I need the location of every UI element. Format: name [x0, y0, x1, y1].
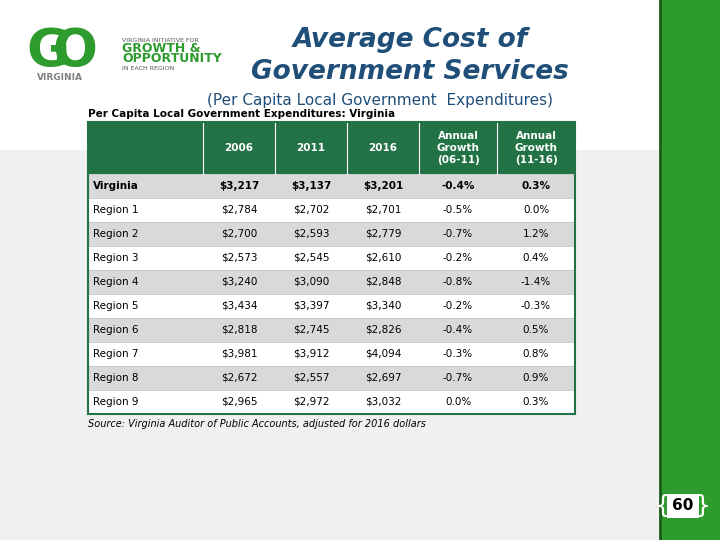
Text: Region 1: Region 1	[93, 205, 138, 215]
Text: $3,434: $3,434	[221, 301, 257, 311]
Text: }: }	[695, 494, 711, 518]
FancyBboxPatch shape	[0, 0, 660, 540]
Text: $2,972: $2,972	[293, 397, 329, 407]
Text: $2,818: $2,818	[221, 325, 257, 335]
Text: Region 6: Region 6	[93, 325, 138, 335]
Text: VIRGINIA INITIATIVE FOR: VIRGINIA INITIATIVE FOR	[122, 37, 199, 43]
Text: O: O	[53, 26, 97, 78]
Text: 60: 60	[672, 498, 693, 514]
Text: $3,912: $3,912	[293, 349, 329, 359]
Text: $2,672: $2,672	[221, 373, 257, 383]
Text: -0.7%: -0.7%	[443, 229, 473, 239]
Text: Average Cost of: Average Cost of	[292, 27, 528, 53]
Text: -0.2%: -0.2%	[443, 301, 473, 311]
FancyBboxPatch shape	[88, 122, 575, 174]
FancyBboxPatch shape	[667, 494, 699, 518]
Text: Region 7: Region 7	[93, 349, 138, 359]
FancyBboxPatch shape	[88, 198, 575, 222]
Text: $2,848: $2,848	[365, 277, 401, 287]
Text: 2011: 2011	[297, 143, 325, 153]
Text: $2,700: $2,700	[221, 229, 257, 239]
Text: $2,593: $2,593	[293, 229, 329, 239]
FancyBboxPatch shape	[88, 390, 575, 414]
Text: G: G	[27, 26, 70, 78]
FancyBboxPatch shape	[88, 270, 575, 294]
Text: Virginia: Virginia	[93, 181, 139, 191]
FancyBboxPatch shape	[88, 246, 575, 270]
Text: $2,826: $2,826	[365, 325, 401, 335]
Text: {: {	[655, 494, 671, 518]
Text: 1.2%: 1.2%	[523, 229, 549, 239]
Text: 0.5%: 0.5%	[523, 325, 549, 335]
Text: -0.7%: -0.7%	[443, 373, 473, 383]
Text: $3,981: $3,981	[221, 349, 257, 359]
Text: 2016: 2016	[369, 143, 397, 153]
Text: 0.4%: 0.4%	[523, 253, 549, 263]
Text: -0.3%: -0.3%	[521, 301, 551, 311]
Text: $2,784: $2,784	[221, 205, 257, 215]
Text: -0.3%: -0.3%	[443, 349, 473, 359]
Text: Annual
Growth
(06-11): Annual Growth (06-11)	[436, 131, 480, 165]
Text: $2,702: $2,702	[293, 205, 329, 215]
Text: $3,240: $3,240	[221, 277, 257, 287]
Text: -1.4%: -1.4%	[521, 277, 551, 287]
Text: Region 5: Region 5	[93, 301, 138, 311]
Text: $3,032: $3,032	[365, 397, 401, 407]
Text: 2006: 2006	[225, 143, 253, 153]
Text: 0.0%: 0.0%	[445, 397, 471, 407]
Text: $3,090: $3,090	[293, 277, 329, 287]
FancyBboxPatch shape	[88, 366, 575, 390]
Text: Government Services: Government Services	[251, 59, 569, 85]
Text: 0.3%: 0.3%	[521, 181, 551, 191]
Text: $3,137: $3,137	[291, 181, 331, 191]
Text: $2,610: $2,610	[365, 253, 401, 263]
FancyBboxPatch shape	[0, 0, 660, 150]
Text: Annual
Growth
(11-16): Annual Growth (11-16)	[515, 131, 557, 165]
Text: 0.8%: 0.8%	[523, 349, 549, 359]
Text: Per Capita Local Government Expenditures: Virginia: Per Capita Local Government Expenditures…	[88, 109, 395, 119]
Text: GROWTH &: GROWTH &	[122, 43, 200, 56]
Text: Region 3: Region 3	[93, 253, 138, 263]
Text: Source: Virginia Auditor of Public Accounts, adjusted for 2016 dollars: Source: Virginia Auditor of Public Accou…	[88, 419, 426, 429]
Text: -0.2%: -0.2%	[443, 253, 473, 263]
Text: $2,701: $2,701	[365, 205, 401, 215]
Text: $3,340: $3,340	[365, 301, 401, 311]
Text: Region 9: Region 9	[93, 397, 138, 407]
Text: Region 4: Region 4	[93, 277, 138, 287]
Text: $3,217: $3,217	[219, 181, 259, 191]
Text: $2,573: $2,573	[221, 253, 257, 263]
Text: -0.4%: -0.4%	[441, 181, 474, 191]
Text: $2,545: $2,545	[293, 253, 329, 263]
FancyBboxPatch shape	[88, 342, 575, 366]
FancyBboxPatch shape	[88, 174, 575, 198]
Text: $2,965: $2,965	[221, 397, 257, 407]
FancyBboxPatch shape	[88, 318, 575, 342]
Text: $3,201: $3,201	[363, 181, 403, 191]
Text: -0.4%: -0.4%	[443, 325, 473, 335]
Text: $2,557: $2,557	[293, 373, 329, 383]
Text: Region 2: Region 2	[93, 229, 138, 239]
Text: -0.5%: -0.5%	[443, 205, 473, 215]
Text: $4,094: $4,094	[365, 349, 401, 359]
Text: OPPORTUNITY: OPPORTUNITY	[122, 52, 222, 65]
FancyBboxPatch shape	[88, 222, 575, 246]
FancyBboxPatch shape	[88, 294, 575, 318]
Text: IN EACH REGION: IN EACH REGION	[122, 65, 174, 71]
Text: $2,745: $2,745	[293, 325, 329, 335]
Text: (Per Capita Local Government  Expenditures): (Per Capita Local Government Expenditure…	[207, 92, 553, 107]
Text: VIRGINIA: VIRGINIA	[37, 73, 83, 83]
Text: $2,779: $2,779	[365, 229, 401, 239]
FancyBboxPatch shape	[660, 0, 720, 540]
Text: 0.0%: 0.0%	[523, 205, 549, 215]
Text: $2,697: $2,697	[365, 373, 401, 383]
Text: 0.3%: 0.3%	[523, 397, 549, 407]
Text: $3,397: $3,397	[293, 301, 329, 311]
Text: -0.8%: -0.8%	[443, 277, 473, 287]
Text: 0.9%: 0.9%	[523, 373, 549, 383]
Text: Region 8: Region 8	[93, 373, 138, 383]
